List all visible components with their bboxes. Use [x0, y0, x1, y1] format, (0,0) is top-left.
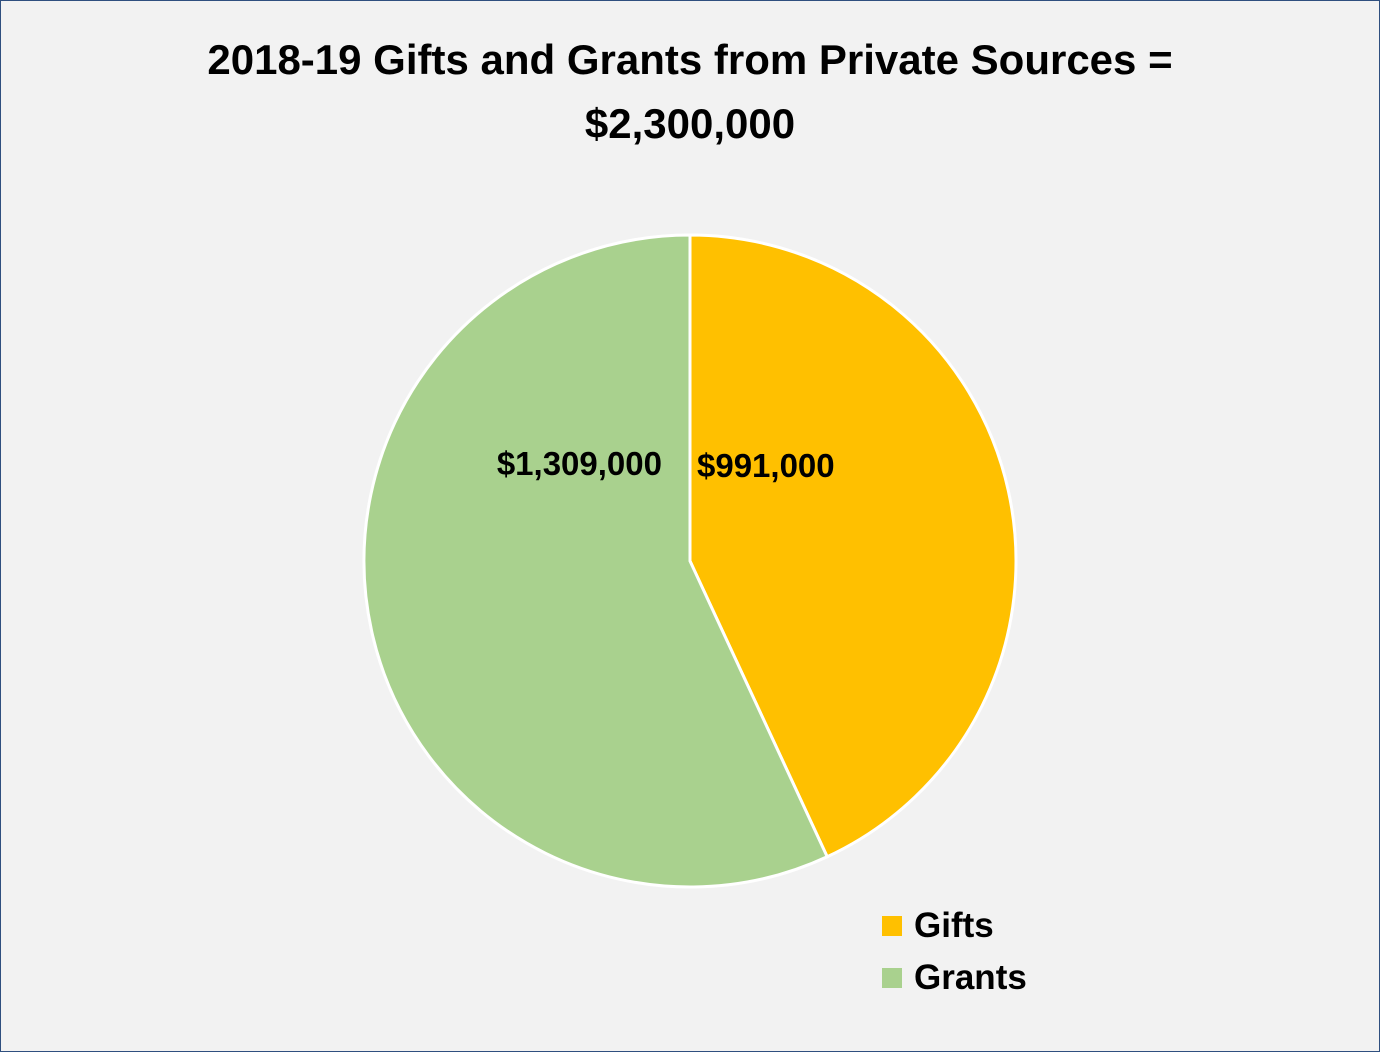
- legend-label-grants: Grants: [914, 958, 1027, 997]
- legend-swatch-gifts: [882, 916, 902, 936]
- legend-label-gifts: Gifts: [914, 906, 994, 945]
- legend-item-grants: Grants: [882, 952, 1027, 1004]
- pie-slice-gifts: [688, 233, 1018, 859]
- chart-legend: Gifts Grants: [882, 900, 1027, 1004]
- data-label-gifts: $991,000: [697, 447, 835, 484]
- chart-title: 2018-19 Gifts and Grants from Private So…: [0, 28, 1380, 156]
- chart-title-line2: $2,300,000: [584, 100, 796, 147]
- data-label-grants: $1,309,000: [497, 445, 662, 482]
- legend-item-gifts: Gifts: [882, 900, 1027, 952]
- pie-slice-grants: [362, 233, 830, 889]
- chart-title-line1: 2018-19 Gifts and Grants from Private So…: [207, 36, 1173, 83]
- legend-swatch-grants: [882, 968, 902, 988]
